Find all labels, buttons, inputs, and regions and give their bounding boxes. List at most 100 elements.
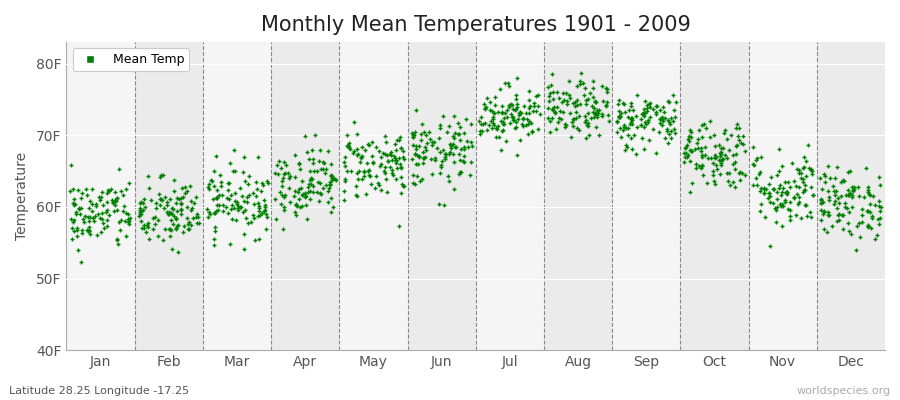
Point bbox=[783, 198, 797, 205]
Point bbox=[159, 199, 174, 205]
Point bbox=[570, 102, 584, 108]
Point bbox=[695, 163, 709, 169]
Point bbox=[791, 201, 806, 207]
Point bbox=[475, 121, 490, 128]
Point bbox=[682, 138, 697, 144]
Point bbox=[641, 119, 655, 126]
Point bbox=[94, 189, 109, 196]
Point bbox=[89, 203, 104, 209]
Point bbox=[783, 217, 797, 223]
Point bbox=[369, 144, 383, 150]
Point bbox=[653, 107, 668, 113]
Point bbox=[799, 173, 814, 180]
Point bbox=[177, 183, 192, 190]
Point bbox=[749, 175, 763, 182]
Point bbox=[778, 199, 792, 205]
Point bbox=[134, 211, 148, 218]
Point bbox=[775, 163, 789, 170]
Point bbox=[413, 131, 428, 138]
Point bbox=[68, 211, 83, 217]
Point bbox=[82, 227, 96, 233]
Point bbox=[796, 154, 811, 161]
Point bbox=[588, 110, 602, 116]
Point bbox=[389, 156, 403, 163]
Point bbox=[691, 163, 706, 169]
Point bbox=[189, 194, 203, 200]
Point bbox=[412, 153, 427, 160]
Point bbox=[824, 175, 838, 181]
Point bbox=[706, 132, 721, 138]
Point bbox=[855, 206, 869, 212]
Point bbox=[610, 101, 625, 108]
Point bbox=[384, 152, 399, 158]
Point bbox=[342, 144, 356, 150]
Point bbox=[732, 137, 746, 144]
Point bbox=[710, 166, 724, 172]
Point bbox=[164, 227, 178, 233]
Point bbox=[445, 144, 459, 151]
Point bbox=[706, 168, 720, 174]
Point bbox=[663, 114, 678, 121]
Point bbox=[379, 176, 393, 182]
Point bbox=[522, 88, 536, 94]
Point bbox=[829, 188, 843, 194]
Point bbox=[780, 191, 795, 198]
Point bbox=[769, 219, 783, 225]
Point bbox=[708, 162, 723, 168]
Bar bbox=[749, 42, 817, 350]
Point bbox=[341, 143, 356, 150]
Point bbox=[504, 100, 518, 107]
Point bbox=[787, 194, 801, 201]
Point bbox=[793, 170, 807, 176]
Point bbox=[364, 152, 379, 159]
Point bbox=[184, 207, 198, 213]
Point bbox=[276, 206, 291, 213]
Point bbox=[346, 148, 361, 155]
Point bbox=[473, 120, 488, 127]
Point bbox=[590, 114, 605, 120]
Point bbox=[542, 93, 556, 100]
Point bbox=[374, 161, 388, 167]
Point bbox=[396, 183, 410, 190]
Point bbox=[592, 132, 607, 138]
Point bbox=[634, 122, 649, 128]
Point bbox=[625, 103, 639, 109]
Point bbox=[617, 147, 632, 153]
Point bbox=[259, 225, 274, 232]
Point bbox=[188, 214, 202, 220]
Point bbox=[406, 132, 420, 138]
Point bbox=[837, 200, 851, 206]
Point bbox=[688, 146, 702, 152]
Point bbox=[805, 168, 819, 174]
Point bbox=[393, 190, 408, 196]
Point bbox=[288, 174, 302, 180]
Point bbox=[483, 98, 498, 105]
Point bbox=[489, 134, 503, 140]
Point bbox=[168, 214, 183, 221]
Point bbox=[134, 198, 148, 205]
Point bbox=[662, 99, 676, 105]
Point bbox=[736, 133, 751, 139]
Point bbox=[390, 137, 404, 144]
Point bbox=[269, 162, 284, 168]
Point bbox=[648, 103, 662, 109]
Point bbox=[798, 158, 813, 165]
Point bbox=[282, 185, 296, 192]
Point bbox=[612, 113, 626, 119]
Point bbox=[319, 182, 333, 188]
Point bbox=[646, 106, 661, 112]
Point bbox=[621, 132, 635, 138]
Point bbox=[361, 140, 375, 147]
Point bbox=[529, 107, 544, 114]
Point bbox=[763, 242, 778, 249]
Point bbox=[276, 204, 291, 210]
Bar bbox=[476, 42, 544, 350]
Point bbox=[829, 204, 843, 211]
Point bbox=[440, 173, 454, 180]
Point bbox=[291, 189, 305, 195]
Point bbox=[493, 147, 508, 153]
Point bbox=[238, 178, 252, 184]
Point bbox=[138, 204, 152, 210]
Point bbox=[768, 205, 782, 211]
Point bbox=[303, 188, 318, 194]
